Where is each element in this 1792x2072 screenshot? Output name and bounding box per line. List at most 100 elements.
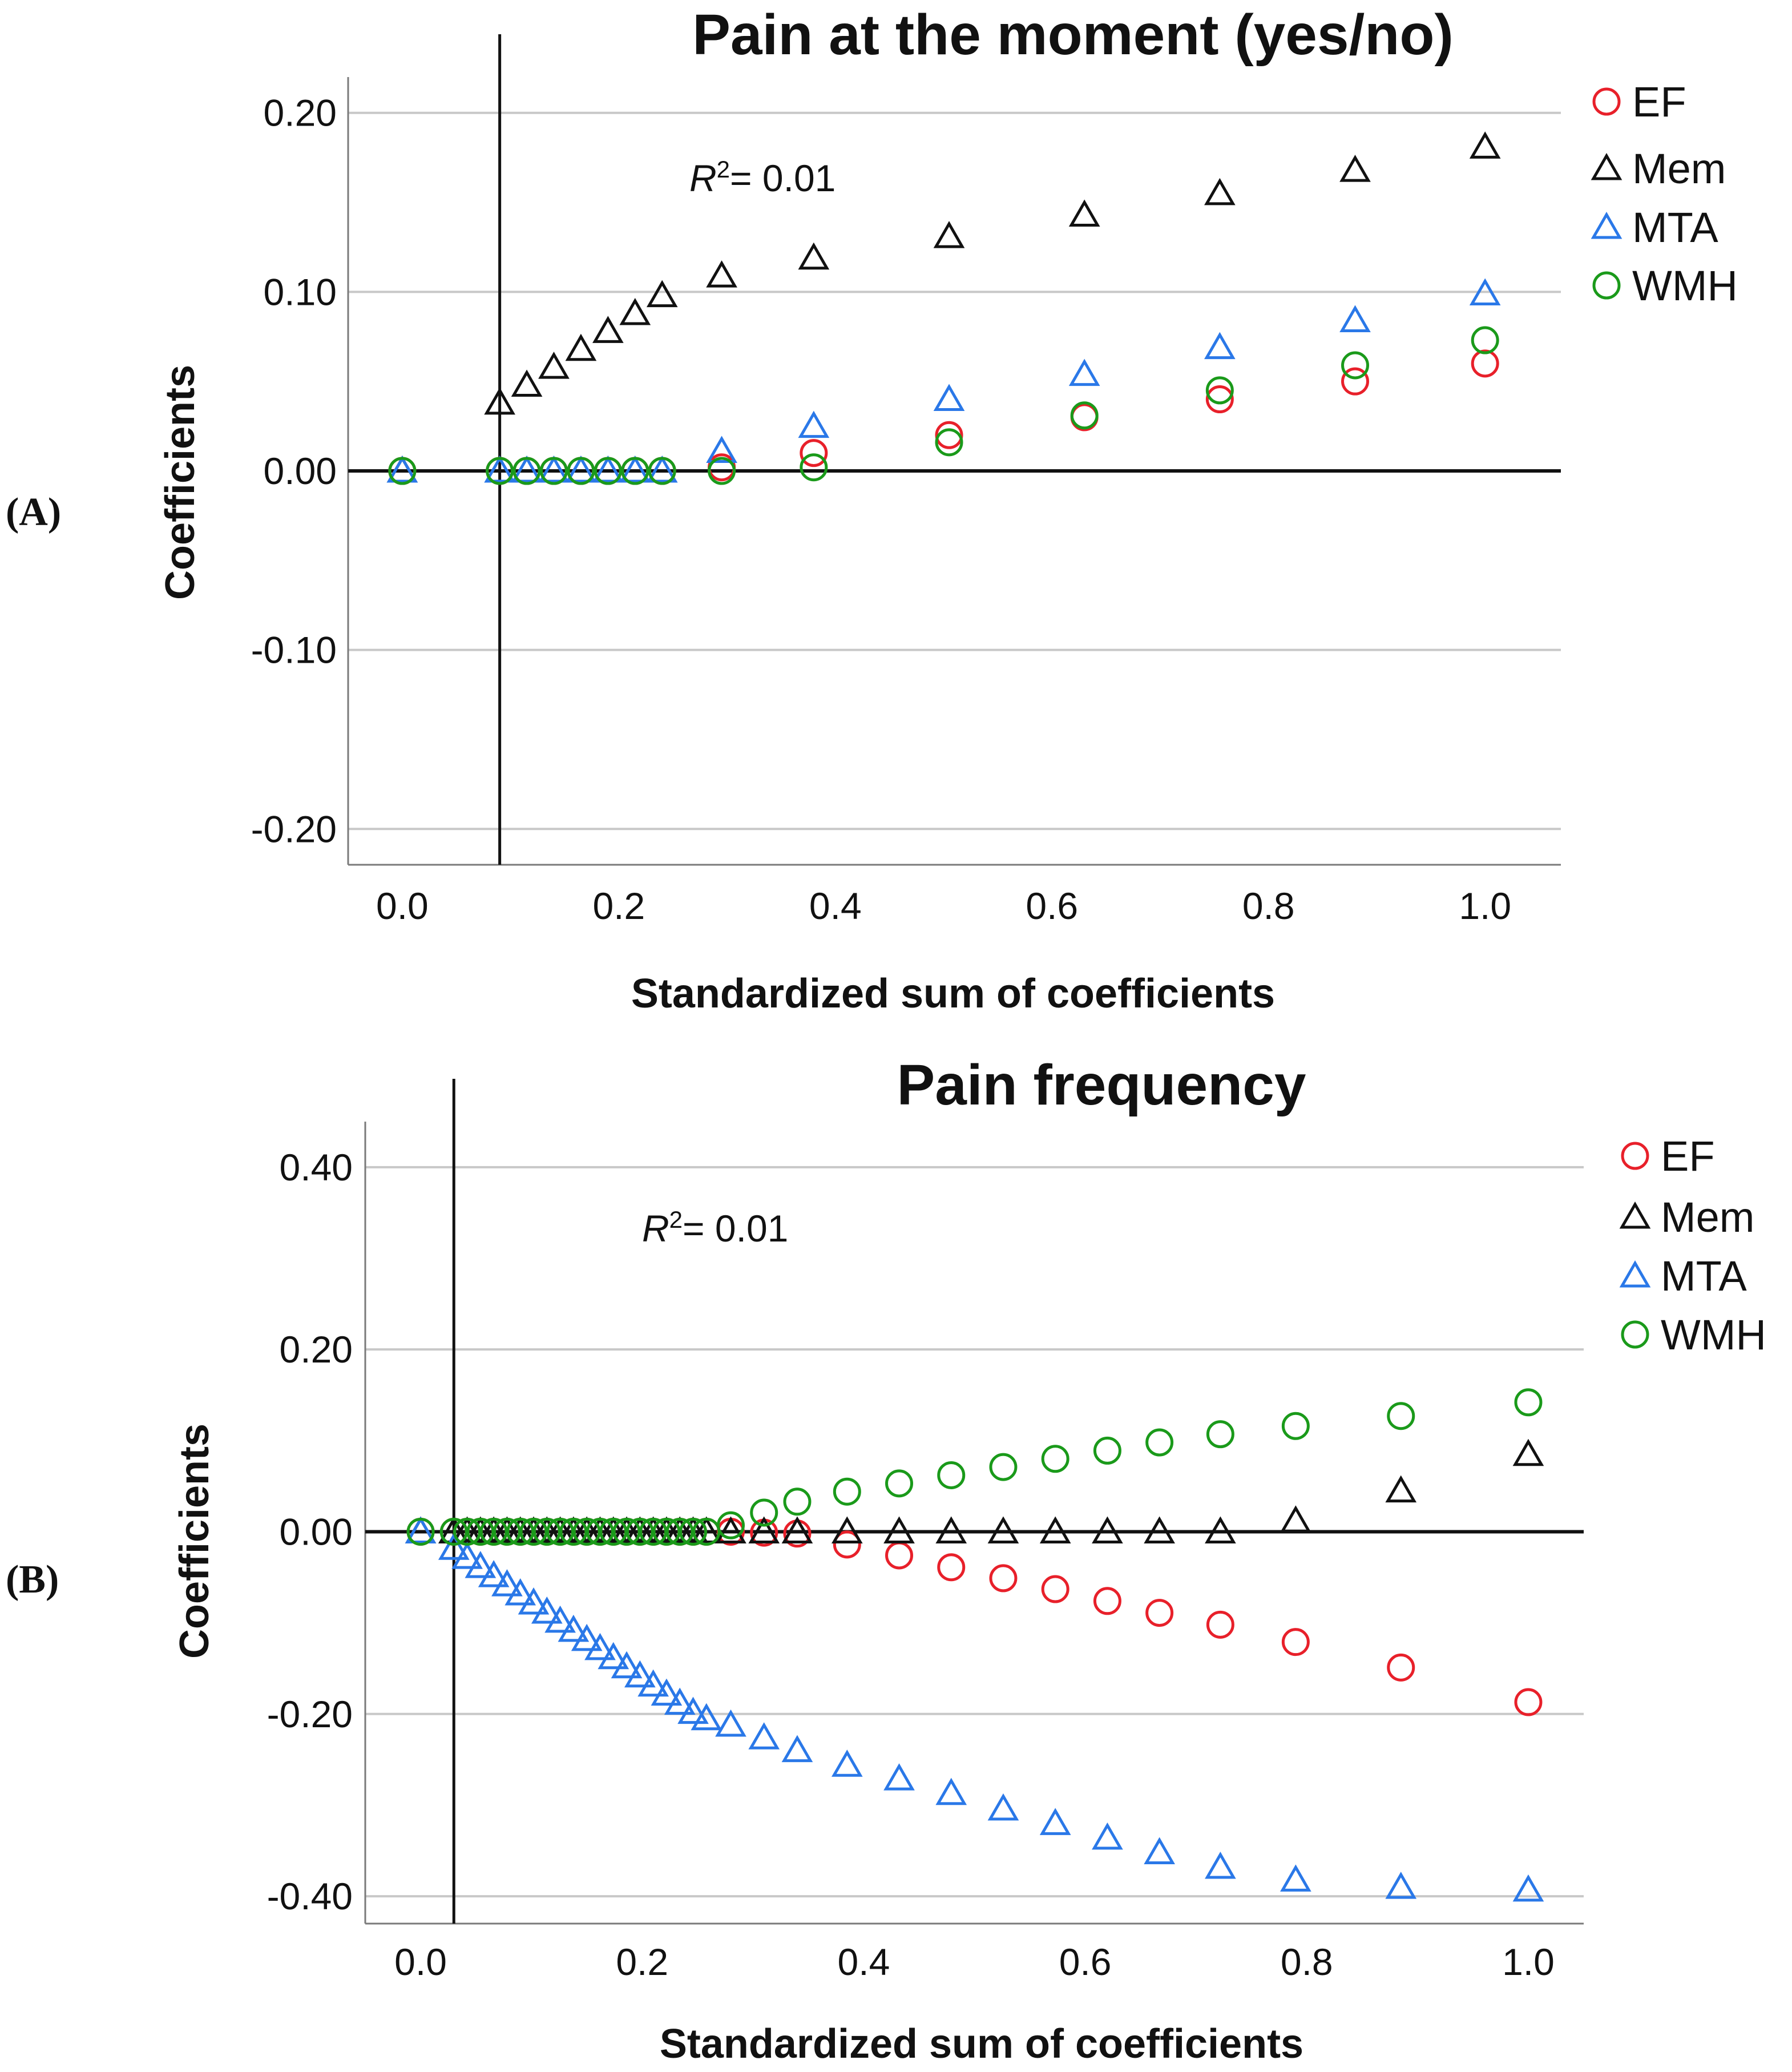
mta-point	[611, 1651, 643, 1679]
ef-point	[1093, 1587, 1121, 1615]
mem-point	[1039, 1516, 1071, 1543]
legend-item-mta: MTA	[1619, 1252, 1747, 1300]
legend-marker	[1591, 211, 1623, 239]
legend-label: Mem	[1661, 1194, 1754, 1241]
y-tick-label: 0.20	[280, 1328, 353, 1370]
ef-point	[1387, 1653, 1415, 1682]
series-mta	[386, 278, 1501, 483]
series-mem	[386, 131, 1501, 483]
legend: EF Mem MTA WMH	[1591, 78, 1738, 309]
mem-point	[691, 1516, 723, 1543]
legend-marker	[1619, 1260, 1651, 1288]
wmh-point	[532, 1517, 561, 1546]
mem-point	[715, 1516, 746, 1543]
wmh-point	[486, 457, 514, 485]
mta-point	[748, 1722, 780, 1749]
mta-point	[619, 455, 651, 483]
mta-point	[1469, 278, 1501, 305]
ef-point	[1341, 367, 1370, 396]
mem-point	[1068, 199, 1100, 227]
wmh-point	[406, 1517, 435, 1546]
ef-point	[1206, 1610, 1234, 1639]
y-tick-label: 0.20	[264, 92, 337, 134]
mem-point	[798, 242, 830, 270]
mem-point	[592, 316, 624, 343]
chart-pain-at-moment: Pain at the moment (yes/no) (A) Standard…	[6, 3, 1738, 1017]
wmh-point	[665, 1517, 694, 1546]
series-wmh	[388, 326, 1499, 485]
mta-point	[491, 1569, 523, 1597]
ef-point	[935, 421, 963, 449]
mem-point	[538, 352, 570, 379]
x-tick-label: 0.2	[616, 1941, 668, 1983]
wmh-point	[519, 1517, 548, 1546]
chart-title: Pain frequency	[897, 1053, 1306, 1117]
mta-point	[831, 1749, 863, 1777]
mem-point	[748, 1516, 780, 1543]
series-mta	[405, 1516, 1544, 1902]
mem-point	[883, 1516, 915, 1543]
data-marks	[405, 1388, 1544, 1902]
chart-pain-frequency: Pain frequency (B) Standardized sum of c…	[6, 1053, 1766, 2067]
ef-point	[1205, 385, 1234, 414]
mta-point	[1092, 1822, 1123, 1850]
x-tick-label: 0.8	[1242, 885, 1295, 927]
mem-point	[511, 369, 543, 397]
x-tick-label: 0.2	[592, 885, 645, 927]
legend-item-ef: EF	[1621, 1132, 1715, 1180]
legend-marker	[1619, 1201, 1651, 1229]
wmh-point	[586, 1517, 614, 1546]
wmh-point	[559, 1517, 588, 1546]
wmh-point	[679, 1517, 708, 1546]
chart-title: Pain at the moment (yes/no)	[692, 3, 1454, 67]
wmh-point	[1471, 326, 1499, 354]
ef-point	[833, 1530, 861, 1559]
x-tick-label: 0.4	[838, 1941, 890, 1983]
wmh-point	[639, 1517, 668, 1546]
mta-point	[715, 1709, 746, 1737]
y-tick-label: 0.00	[264, 450, 337, 492]
legend: EF Mem MTA WMH	[1619, 1132, 1766, 1359]
mta-point	[504, 1578, 536, 1606]
wmh-point	[512, 457, 541, 485]
wmh-point	[506, 1517, 535, 1546]
mem-point	[831, 1516, 863, 1543]
y-tick-label: 0.10	[264, 271, 337, 313]
mem-point	[1144, 1516, 1175, 1543]
x-tick-label: 0.0	[376, 885, 429, 927]
y-tick-label: 0.00	[280, 1510, 353, 1553]
mta-point	[484, 455, 515, 483]
mta-point	[1144, 1837, 1175, 1864]
mta-point	[664, 1687, 696, 1715]
wmh-point	[539, 457, 568, 485]
mta-point	[592, 455, 624, 483]
y-tick-label: -0.40	[267, 1875, 353, 1917]
mta-point	[558, 1614, 590, 1642]
mem-point	[1385, 1475, 1417, 1503]
wmh-point	[1093, 1436, 1121, 1465]
y-tick-label: 0.40	[280, 1146, 353, 1188]
wmh-point	[621, 457, 649, 485]
panel-label-b: (B)	[6, 1558, 59, 1602]
legend-marker	[1592, 271, 1621, 300]
mem-point	[933, 221, 965, 248]
wmh-point	[625, 1517, 654, 1546]
wmh-point	[388, 457, 417, 485]
ef-point	[1281, 1628, 1310, 1656]
wmh-point	[885, 1469, 914, 1498]
mem-point	[935, 1516, 967, 1543]
data-marks	[386, 131, 1501, 485]
mem-point	[1204, 178, 1236, 205]
wmh-point	[546, 1517, 575, 1546]
mem-point	[1469, 131, 1501, 159]
legend-marker	[1621, 1320, 1649, 1349]
wmh-point	[1070, 401, 1099, 430]
mta-point	[1512, 1874, 1544, 1902]
mta-point	[691, 1703, 723, 1731]
mta-point	[1204, 332, 1236, 360]
mta-point	[438, 1533, 470, 1560]
mem-point	[565, 333, 597, 361]
x-tick-label: 0.0	[394, 1941, 447, 1983]
mta-point	[531, 1596, 563, 1624]
series-ef	[406, 1517, 1543, 1716]
